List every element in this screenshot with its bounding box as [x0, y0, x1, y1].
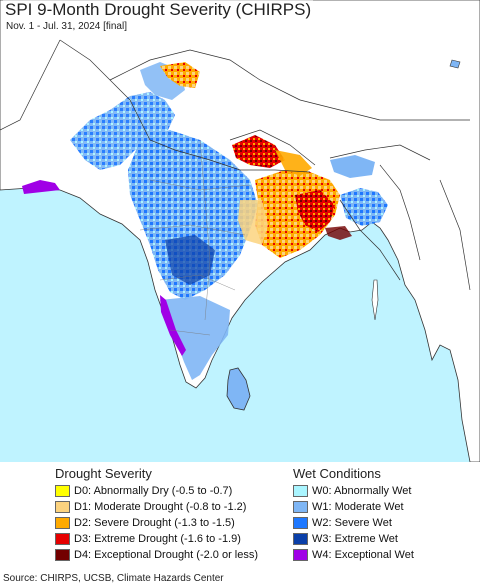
andaman-islands — [371, 279, 379, 321]
wet-region-southwest-coast — [160, 295, 186, 356]
swatch-d3 — [55, 533, 70, 545]
wet-legend: Wet Conditions W0: Abnormally Wet W1: Mo… — [293, 464, 414, 563]
drought-region-north-edge — [275, 150, 312, 176]
wet-region-northeast — [340, 188, 388, 226]
swatch-d0 — [55, 485, 70, 497]
legend-label-w2: W2: Severe Wet — [312, 517, 392, 529]
wet-region-deep — [165, 235, 215, 285]
wet-region-central — [128, 130, 258, 300]
legend-item-w2: W2: Severe Wet — [293, 515, 414, 531]
wet-legend-heading: Wet Conditions — [293, 466, 381, 481]
borders — [0, 39, 471, 291]
swatch-w3 — [293, 533, 308, 545]
drought-map: SPI 9-Month Drought Severity (CHIRPS) No… — [0, 0, 480, 462]
swatch-w1 — [293, 501, 308, 513]
legend-label-w4: W4: Exceptional Wet — [312, 549, 414, 561]
legend-item-w1: W1: Moderate Wet — [293, 499, 414, 515]
swatch-d2 — [55, 517, 70, 529]
drought-region-east-core — [295, 190, 335, 232]
wet-region-south — [160, 296, 230, 380]
swatch-w0 — [293, 485, 308, 497]
map-title: SPI 9-Month Drought Severity (CHIRPS) — [3, 0, 314, 20]
swatch-d1 — [55, 501, 70, 513]
source-credit: Source: CHIRPS, UCSB, Climate Hazards Ce… — [3, 573, 224, 584]
legend-label-w1: W1: Moderate Wet — [312, 501, 404, 513]
legend-label-w3: W3: Extreme Wet — [312, 533, 398, 545]
drought-region-north — [232, 135, 285, 168]
legend-label-d1: D1: Moderate Drought (-0.8 to -1.2) — [74, 501, 247, 513]
map-subtitle: Nov. 1 - Jul. 31, 2024 [final] — [4, 21, 129, 32]
legend-label-d4: D4: Exceptional Drought (-2.0 or less) — [74, 549, 259, 561]
swatch-d4 — [55, 549, 70, 561]
exceptional-wet-west — [22, 180, 60, 194]
map-canvas — [0, 0, 480, 462]
swatch-w2 — [293, 517, 308, 529]
wet-region-northwest — [70, 92, 175, 170]
legend-item-d1: D1: Moderate Drought (-0.8 to -1.2) — [55, 499, 258, 515]
drought-region-kashmir — [160, 62, 200, 88]
legend-label-d3: D3: Extreme Drought (-1.6 to -1.9) — [74, 533, 241, 545]
drought-region-moderate — [238, 200, 268, 245]
delta-region — [325, 226, 352, 240]
legend-item-d2: D2: Severe Drought (-1.3 to -1.5) — [55, 515, 258, 531]
legend-item-w4: W4: Exceptional Wet — [293, 547, 414, 563]
legend-item-d4: D4: Exceptional Drought (-2.0 or less) — [55, 547, 258, 563]
swatch-w4 — [293, 549, 308, 561]
legend-item-d0: D0: Abnormally Dry (-0.5 to -0.7) — [55, 483, 258, 499]
drought-legend: Drought Severity D0: Abnormally Dry (-0.… — [55, 464, 258, 563]
legend-label-d0: D0: Abnormally Dry (-0.5 to -0.7) — [74, 485, 233, 497]
legend-item-w3: W3: Extreme Wet — [293, 531, 414, 547]
legend-label-w0: W0: Abnormally Wet — [312, 485, 412, 497]
state-borders — [139, 139, 251, 336]
legend-item-w0: W0: Abnormally Wet — [293, 483, 414, 499]
land-sri-lanka — [226, 367, 251, 411]
wet-region-northeast-2 — [330, 155, 375, 178]
legend-item-d3: D3: Extreme Drought (-1.6 to -1.9) — [55, 531, 258, 547]
legend: Drought Severity D0: Abnormally Dry (-0.… — [0, 462, 480, 572]
drought-legend-heading: Drought Severity — [55, 466, 152, 481]
small-island — [449, 59, 461, 69]
legend-label-d2: D2: Severe Drought (-1.3 to -1.5) — [74, 517, 235, 529]
